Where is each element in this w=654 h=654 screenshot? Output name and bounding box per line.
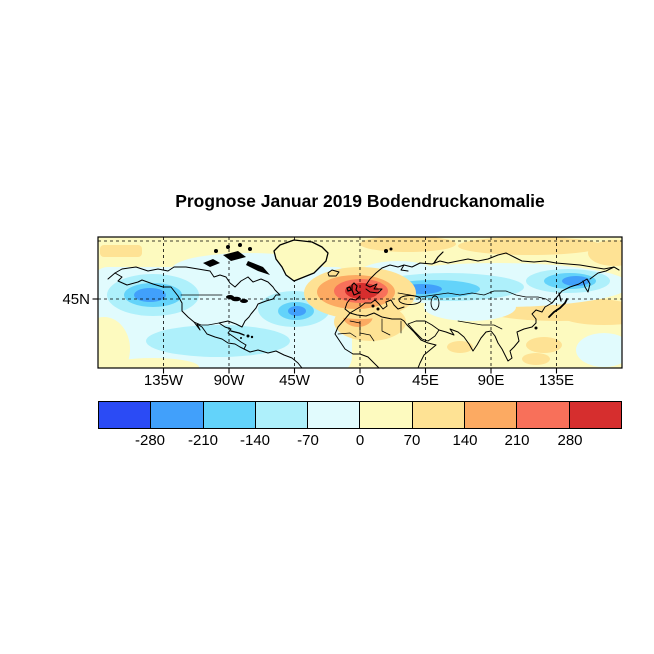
colorbar-tick-label: 0 bbox=[355, 432, 365, 449]
chart-title: Prognose Januar 2019 Bodendruckanomalie bbox=[175, 191, 545, 211]
arctic-islands bbox=[203, 243, 538, 339]
x-tick-label-0: 0 bbox=[356, 372, 364, 389]
colorbar-tick-label: -70 bbox=[297, 432, 319, 449]
colorbar-tick-label: 210 bbox=[504, 432, 530, 449]
coastlines bbox=[107, 239, 620, 368]
colorbar-tick-label: 70 bbox=[403, 432, 421, 449]
colorbar-tick-label: -140 bbox=[239, 432, 271, 449]
pressure-anomaly-map: 135W 90W 45W 0 45E 90E 135E 45N bbox=[60, 230, 640, 400]
map-plot-svg: 135W 90W 45W 0 45E 90E 135E 45N bbox=[62, 236, 623, 389]
colorbar bbox=[98, 401, 622, 429]
colorbar-tick-label: -280 bbox=[134, 432, 166, 449]
x-tick-label-135e: 135E bbox=[539, 372, 574, 389]
colorbar-tick-label: 280 bbox=[557, 432, 583, 449]
colorbar-swatch bbox=[359, 402, 412, 428]
colorbar-swatch bbox=[464, 402, 517, 428]
colorbar-tick-label: 140 bbox=[452, 432, 478, 449]
colorbar-swatch bbox=[202, 402, 255, 428]
colorbar-swatch bbox=[307, 402, 360, 428]
colorbar-swatch bbox=[516, 402, 569, 428]
x-tick-label-135w: 135W bbox=[144, 372, 184, 389]
y-tick-label-45n: 45N bbox=[62, 291, 90, 308]
colorbar-tick-label: -210 bbox=[187, 432, 219, 449]
colorbar-swatch bbox=[254, 402, 308, 428]
x-tick-label-90w: 90W bbox=[214, 372, 246, 389]
colorbar-swatch bbox=[150, 402, 203, 428]
graticule bbox=[98, 237, 622, 368]
anomaly-field bbox=[98, 237, 622, 368]
x-tick-label-45e: 45E bbox=[412, 372, 439, 389]
colorbar-swatch bbox=[99, 402, 151, 428]
x-tick-label-45w: 45W bbox=[279, 372, 311, 389]
colorbar-labels: -280 -210 -140 -70 0 70 140 210 280 bbox=[0, 432, 654, 450]
axis-ticks bbox=[92, 298, 558, 374]
colorbar-swatch bbox=[568, 402, 621, 428]
colorbar-swatch bbox=[411, 402, 465, 428]
x-tick-label-90e: 90E bbox=[478, 372, 505, 389]
